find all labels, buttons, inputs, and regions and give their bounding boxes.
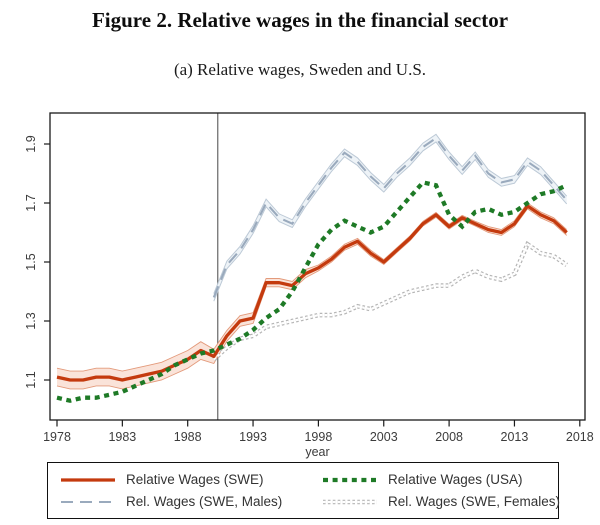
figure-title: Figure 2. Relative wages in the financia… bbox=[91, 8, 509, 32]
legend-label-females: Rel. Wages (SWE, Females) bbox=[388, 494, 561, 509]
legend-item-females: Rel. Wages (SWE, Females) bbox=[321, 494, 560, 509]
legend-label-swe: Relative Wages (SWE) bbox=[126, 472, 264, 487]
svg-text:year: year bbox=[305, 445, 329, 459]
svg-text:1.5: 1.5 bbox=[24, 253, 38, 270]
swe-solid-line-icon bbox=[61, 477, 115, 482]
panel-subtitle: (a) Relative wages, Sweden and U.S. bbox=[173, 60, 427, 79]
svg-text:1.1: 1.1 bbox=[24, 371, 38, 388]
usa-dotted-line-icon bbox=[323, 477, 377, 482]
legend-label-males: Rel. Wages (SWE, Males) bbox=[126, 494, 283, 509]
legend-label-usa: Relative Wages (USA) bbox=[388, 472, 523, 487]
svg-text:1993: 1993 bbox=[239, 430, 267, 444]
legend-item-usa: Relative Wages (USA) bbox=[321, 472, 560, 487]
svg-text:1978: 1978 bbox=[43, 430, 71, 444]
svg-text:2018: 2018 bbox=[566, 430, 594, 444]
svg-text:1.9: 1.9 bbox=[24, 135, 38, 152]
legend-item-swe: Relative Wages (SWE) bbox=[59, 472, 321, 487]
svg-text:2003: 2003 bbox=[370, 430, 398, 444]
chart-legend: Relative Wages (SWE) Relative Wages (USA… bbox=[47, 462, 560, 519]
svg-text:1.3: 1.3 bbox=[24, 312, 38, 329]
legend-item-males: Rel. Wages (SWE, Males) bbox=[59, 494, 321, 509]
females-dotted-line-icon bbox=[323, 499, 377, 504]
svg-text:1.7: 1.7 bbox=[24, 194, 38, 211]
svg-text:2013: 2013 bbox=[501, 430, 529, 444]
males-dashed-line-icon bbox=[61, 500, 115, 503]
svg-text:1998: 1998 bbox=[304, 430, 332, 444]
svg-text:1988: 1988 bbox=[174, 430, 202, 444]
wage-chart: 1.1 1.3 1.5 1.7 1.9 1978 1983 1988 1993 1998 2003 2… bbox=[24, 112, 594, 459]
svg-text:2008: 2008 bbox=[435, 430, 463, 444]
svg-text:1983: 1983 bbox=[108, 430, 136, 444]
